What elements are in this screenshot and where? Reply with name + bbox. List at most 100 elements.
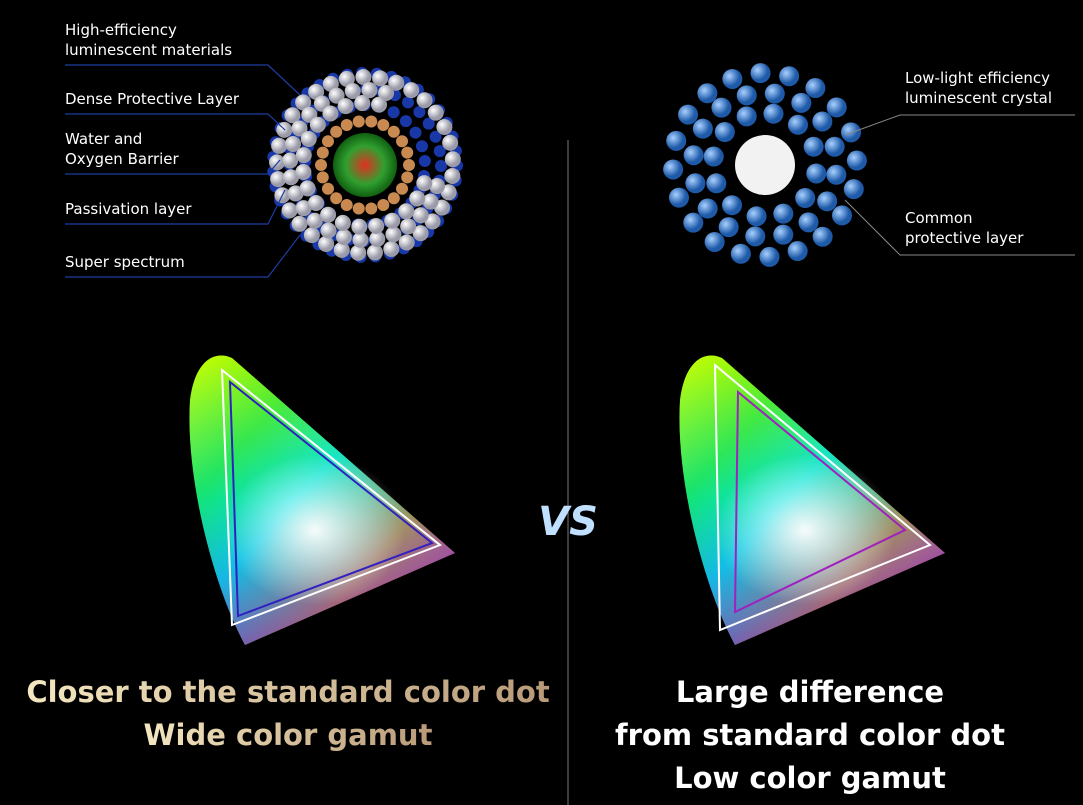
blue-atom <box>795 187 816 208</box>
blue-atom <box>704 231 725 252</box>
shell-atom <box>422 193 439 210</box>
blue-atom <box>711 97 732 118</box>
shell-atom <box>350 244 367 261</box>
blue-atom <box>817 191 838 212</box>
blue-atom <box>798 212 819 233</box>
vs-label: VS <box>538 499 598 545</box>
barrier-atom <box>352 202 365 215</box>
blue-atom <box>846 150 867 171</box>
barrier-atom <box>316 171 329 184</box>
blue-atom <box>718 217 739 238</box>
blue-atom <box>402 96 415 109</box>
particles <box>267 63 867 267</box>
shell-atom <box>427 104 444 121</box>
blue-atom <box>763 103 784 124</box>
shell-atom <box>320 222 337 239</box>
shell-atom <box>295 147 312 164</box>
caption: Closer to the standard color dot <box>26 675 550 709</box>
shell-atom <box>282 152 299 169</box>
shell-atom <box>271 137 288 154</box>
shell-atom <box>338 70 355 87</box>
blue-atom <box>415 140 428 153</box>
blue-atom <box>692 118 713 139</box>
blue-atom <box>824 136 845 157</box>
blue-atom <box>779 66 800 87</box>
shell-atom <box>385 226 402 243</box>
blue-atom <box>678 104 699 125</box>
barrier-atom <box>340 118 353 131</box>
barrier-atom <box>387 125 400 138</box>
caption: from standard color dot <box>615 718 1005 752</box>
blue-atom <box>803 136 824 157</box>
shell-atom <box>333 241 350 258</box>
shell-atom <box>398 203 415 220</box>
blue-atom <box>703 146 724 167</box>
standard-triangle <box>713 362 932 632</box>
callout-label: Water and <box>65 130 142 148</box>
callout-label: luminescent materials <box>65 41 232 59</box>
blue-atom <box>714 122 735 143</box>
white-point <box>715 455 895 605</box>
blue-atom <box>812 111 833 132</box>
shell-atom <box>412 207 429 224</box>
barrier-atom <box>365 115 378 128</box>
shell-atom <box>295 200 312 217</box>
blue-atom <box>663 159 684 180</box>
blue-atom <box>697 198 718 219</box>
shell-atom <box>344 83 361 100</box>
shell-atom <box>354 95 371 112</box>
blue-atom <box>746 206 767 227</box>
blue-atom <box>387 106 400 119</box>
callout-line <box>65 234 301 278</box>
shell-atom <box>337 98 354 115</box>
shell-atom <box>412 225 429 242</box>
blue-atom <box>787 114 808 135</box>
shell-atom <box>283 169 300 186</box>
shell-atom <box>308 83 325 100</box>
blue-atom <box>413 105 426 118</box>
blue-atom <box>736 106 757 127</box>
shell-atom <box>309 116 326 133</box>
shell-atom <box>416 92 433 109</box>
shell-atom <box>291 215 308 232</box>
shell-atom <box>295 163 312 180</box>
shell-atom <box>403 82 420 99</box>
blue-atom <box>668 187 689 208</box>
core <box>735 135 795 195</box>
shell-atom <box>444 167 461 184</box>
callout-label: Passivation layer <box>65 200 192 218</box>
barrier-atom <box>330 125 343 138</box>
callout-line <box>65 189 286 225</box>
blue-atom <box>736 85 757 106</box>
blue-atom <box>722 68 743 89</box>
blue-atom <box>806 163 827 184</box>
callout-label: High-efficiency <box>65 21 177 39</box>
blue-atom <box>843 179 864 200</box>
shell-atom <box>442 134 459 151</box>
blue-atom <box>666 130 687 151</box>
callout-line <box>65 159 281 175</box>
caption: Wide color gamut <box>144 718 433 752</box>
shell-atom <box>270 171 287 188</box>
shell-atom <box>388 74 405 91</box>
shell-atom <box>400 218 417 235</box>
callout-line <box>844 114 1075 136</box>
blue-atom <box>805 78 826 99</box>
blue-atom <box>683 145 704 166</box>
callout-label: Dense Protective Layer <box>65 90 240 108</box>
blue-atom <box>787 241 808 262</box>
shell-atom <box>361 82 378 99</box>
shell-atom <box>383 240 400 257</box>
blue-atom <box>418 154 431 167</box>
shell-atom <box>303 227 320 244</box>
shell-atom <box>384 212 401 229</box>
blue-atom <box>831 205 852 226</box>
blue-atom <box>730 243 751 264</box>
shell-atom <box>428 178 445 195</box>
barrier-atom <box>330 192 343 205</box>
shell-atom <box>398 234 415 251</box>
blue-atom <box>826 164 847 185</box>
callout-line <box>844 199 1075 256</box>
